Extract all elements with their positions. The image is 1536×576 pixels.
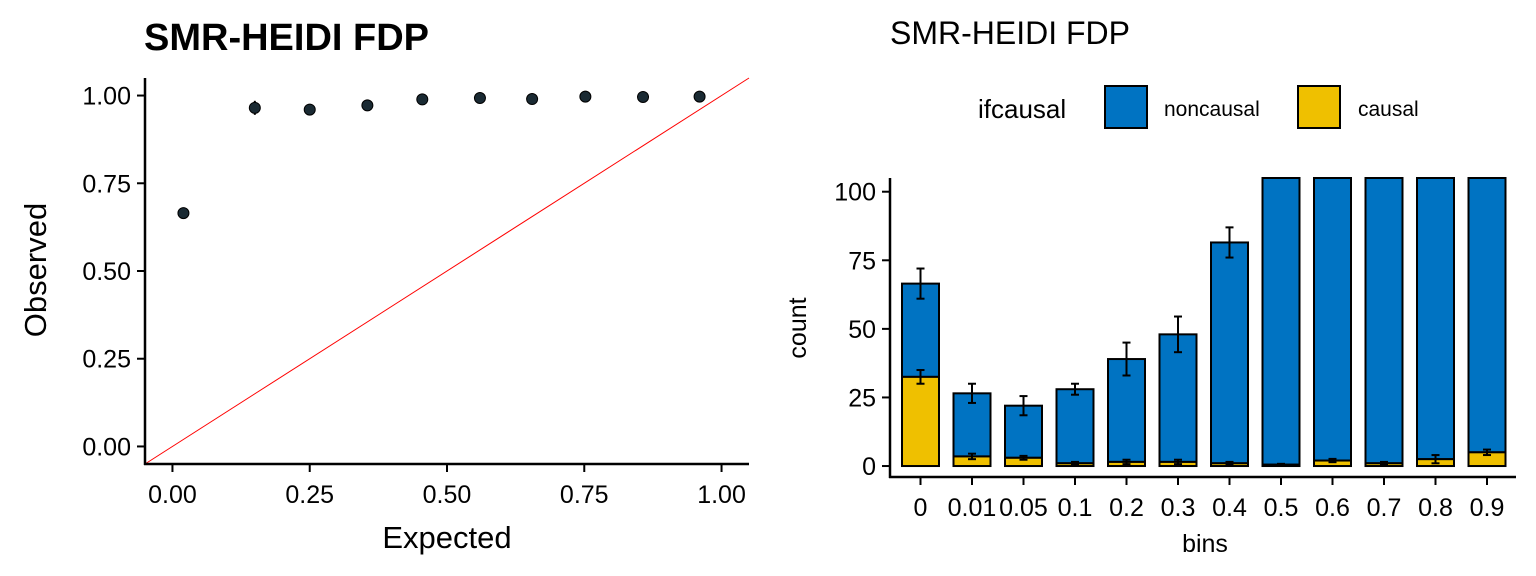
bar-noncausal-0.7 <box>1364 177 1404 465</box>
legend-label-noncausal: noncausal <box>1164 98 1260 121</box>
right-y-tick-label: 75 <box>848 247 876 275</box>
data-point-0 <box>177 207 190 220</box>
legend-title: ifcausal <box>978 94 1066 124</box>
right-x-tick-label: 0.7 <box>1367 494 1402 522</box>
data-point-2 <box>303 103 316 116</box>
right-x-tick-label: 0.9 <box>1470 494 1505 522</box>
right-x-tick-label: 0.8 <box>1418 494 1453 522</box>
right-x-tick-label: 0.4 <box>1212 494 1247 522</box>
right-x-axis-title: bins <box>1182 530 1228 558</box>
right-y-tick-label: 50 <box>848 316 876 344</box>
legend: ifcausal noncausal causal <box>978 85 1419 129</box>
data-point-3 <box>361 99 374 112</box>
left-x-tick-label: 0.75 <box>560 481 609 509</box>
right-x-tick-label: 0.5 <box>1264 494 1299 522</box>
left-y-tick-label: 0.50 <box>82 258 131 286</box>
right-x-tick-label: 0.6 <box>1315 494 1350 522</box>
bar-noncausal-0.8 <box>1416 177 1455 461</box>
right-x-tick-label: 0.3 <box>1161 494 1196 522</box>
left-y-axis-title: Observed <box>18 203 53 337</box>
right-y-tick-label: 25 <box>848 384 876 412</box>
left-x-tick-label: 0.25 <box>285 481 334 509</box>
right-x-tick-label: 0.2 <box>1109 494 1144 522</box>
left-y-tick-label: 0.00 <box>82 433 131 461</box>
bar-noncausal-0.9 <box>1467 177 1507 454</box>
data-point-1 <box>248 101 261 114</box>
left-y-tick-label: 0.25 <box>82 346 131 374</box>
data-point-7 <box>579 90 592 103</box>
bar-noncausal-0.3 <box>1158 333 1198 463</box>
legend-label-causal: causal <box>1358 98 1419 121</box>
left-x-axis-title: Expected <box>382 520 511 555</box>
left-x-tick-label: 0.00 <box>148 481 197 509</box>
bar-noncausal-0.5 <box>1261 177 1301 466</box>
left-y-tick-label: 1.00 <box>82 83 131 111</box>
bar-noncausal-0.1 <box>1055 388 1095 465</box>
left-chart-title: SMR-HEIDI FDP <box>144 17 429 59</box>
data-point-8 <box>637 90 650 103</box>
right-x-tick-label: 0 <box>914 494 928 522</box>
data-point-5 <box>473 92 486 105</box>
left-y-tick-label: 0.75 <box>82 170 131 198</box>
data-point-9 <box>693 90 706 103</box>
data-point-4 <box>416 93 429 106</box>
right-panel-bar: SMR-HEIDI FDP ifcausal noncausal causal … <box>784 15 1516 558</box>
right-plot-area: 0 0.01 0.05 0.1 0.2 0.3 0.4 0.5 0.6 0.7 0.8 0.9 0 25 5… <box>834 177 1516 522</box>
bar-causal-0 <box>901 375 940 468</box>
right-y-tick-label: 0 <box>862 453 876 481</box>
legend-key-noncausal <box>1104 85 1148 129</box>
reference-line <box>144 77 750 465</box>
bar-noncausal-0.4 <box>1210 241 1249 465</box>
left-plot-area: 0.00 0.25 0.50 0.75 1.00 0.00 0.25 0.50 0.75 1.00 <box>82 77 750 509</box>
left-x-tick-label: 1.00 <box>697 481 746 509</box>
data-point-6 <box>526 93 539 106</box>
legend-key-causal <box>1297 85 1341 129</box>
right-x-tick-label: 0.1 <box>1058 494 1093 522</box>
right-y-axis-title: count <box>784 297 812 358</box>
left-x-tick-label: 0.50 <box>423 481 472 509</box>
left-panel-scatter: SMR-HEIDI FDP 0.00 0.25 0.50 0.75 1.000.000.… <box>18 17 750 555</box>
bar-noncausal-0.6 <box>1313 177 1352 462</box>
right-x-tick-label: 0.05 <box>999 494 1048 522</box>
right-chart-title: SMR-HEIDI FDP <box>890 15 1130 51</box>
right-x-tick-label: 0.01 <box>948 494 997 522</box>
right-y-tick-label: 100 <box>834 179 876 207</box>
